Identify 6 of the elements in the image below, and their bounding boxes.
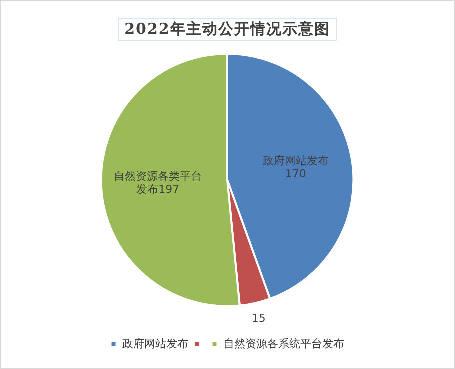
data-label: 自然资源各类平台发布197: [114, 170, 202, 196]
data-label: 15: [252, 312, 266, 325]
chart-title: 2022年主动公开情况示意图: [118, 18, 338, 41]
legend-label: 自然资源各系统平台发布: [223, 337, 344, 350]
data-label: 政府网站发布 170: [262, 154, 329, 181]
legend-label: 政府网站发布: [122, 337, 188, 350]
